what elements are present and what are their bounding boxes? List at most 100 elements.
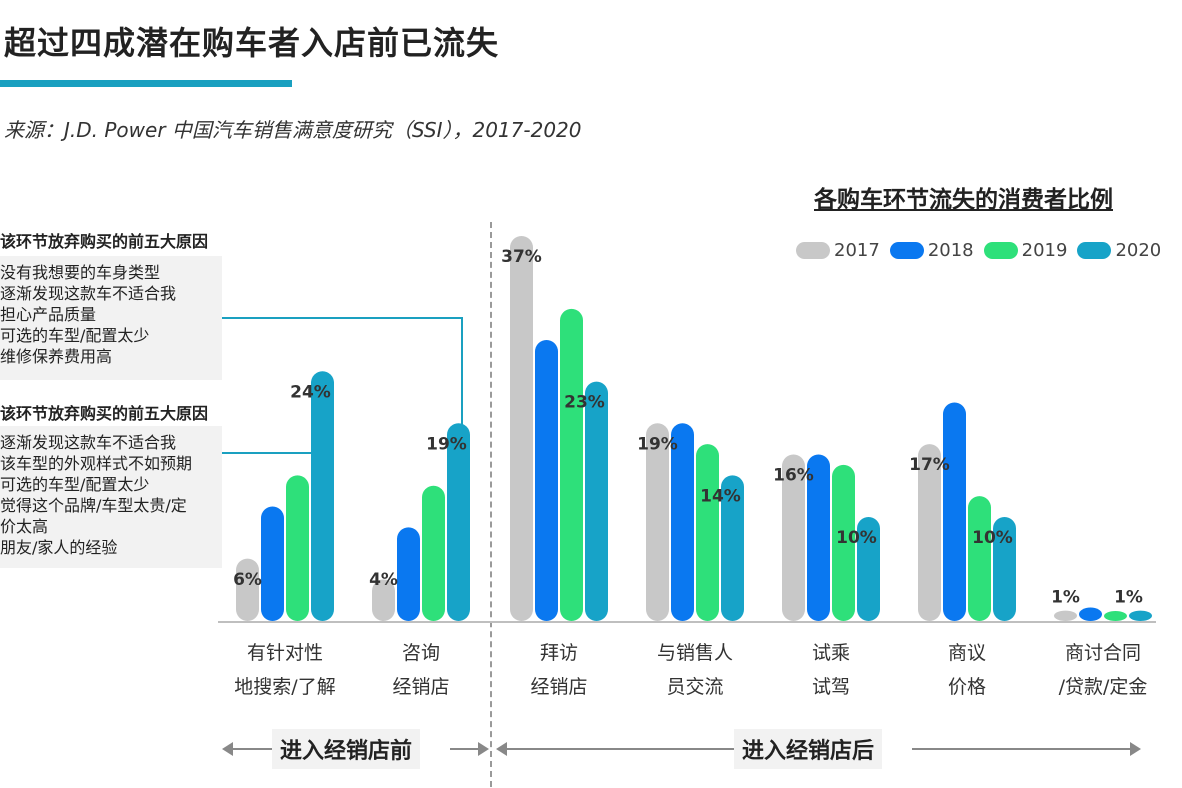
data-label: 6% [233,570,262,590]
category-label-5: 商议 价格 [892,636,1042,704]
connector-line-bottom-horizontal [222,452,312,454]
reason-item: 可选的车型/配置太少 [0,326,150,345]
source-note: 来源：J.D. Power 中国汽车销售满意度研究（SSI），2017-2020 [4,118,582,142]
bar-2020-cat-2 [585,381,608,621]
reason-item: 朋友/家人的经验 [0,538,118,557]
bar-2019-cat-2 [560,308,583,621]
section-label-after: 进入经销店后 [734,729,883,769]
reason-item: 该车型的外观样式不如预期 [0,454,193,473]
category-label-4: 试乘 试驾 [756,636,906,704]
category-label-line: 商议 [947,642,986,664]
data-label: 4% [369,570,398,590]
bar-2020-cat-4 [857,516,880,621]
category-label-line: 与销售人 [656,642,733,664]
data-label: 17% [909,455,950,475]
legend-label-3: 2020 [1115,240,1162,261]
category-label-line: 员交流 [666,676,724,698]
bar-2019-cat-1 [422,485,445,621]
category-label-line: 拜访 [539,642,578,664]
category-label-line: 经销店 [392,676,450,698]
section-label-before: 进入经销店前 [272,729,421,769]
connector-line-top-vertical [461,317,463,429]
bar-2018-cat-3 [671,423,694,621]
category-label-line: 咨询 [401,642,440,664]
category-label-line: 价格 [947,676,986,698]
bar-2018-cat-2 [535,340,558,621]
category-label-line: /贷款/定金 [1058,676,1148,698]
reason-heading-2: 该环节放弃购买的前五大原因 [0,404,209,423]
category-label-6: 商讨合同/贷款/定金 [1028,636,1178,704]
bar-2019-cat-5 [968,496,991,621]
bar-2017-cat-3 [646,423,669,621]
reason-item: 逐渐发现这款车不适合我 [0,284,177,303]
bar-2017-cat-0 [236,558,259,621]
reason-item: 价太高 [0,517,49,536]
legend-label-1: 2018 [927,240,974,261]
bar-2018-cat-5 [943,402,966,621]
reason-item: 觉得这个品牌/车型太贵/定 [0,496,187,515]
legend-swatch-3 [1077,242,1112,259]
legend-swatch-1 [889,242,924,259]
data-label: 10% [972,528,1013,548]
data-label: 24% [290,382,331,402]
category-label-line: 经销店 [530,676,588,698]
reason-heading-1: 该环节放弃购买的前五大原因 [0,232,209,251]
data-label: 10% [836,528,877,548]
bar-2018-cat-0 [261,506,284,621]
category-label-line: 试乘 [811,642,850,664]
bar-2017-cat-1 [372,579,395,621]
bar-2017-cat-6 [1054,610,1077,621]
bar-2020-cat-5 [993,516,1016,621]
legend-item-1: 2018 [889,240,974,261]
bar-2017-cat-4 [782,454,805,621]
before-arrow-left-shaft [232,748,272,750]
reason-item: 担心产品质量 [0,305,97,324]
data-label: 37% [501,247,542,267]
page-title: 超过四成潜在购车者入店前已流失 [4,24,500,62]
bar-2018-cat-6 [1079,607,1102,621]
bar-2020-cat-6 [1129,610,1152,621]
before-arrow-right-head [478,742,489,756]
category-label-line: 地搜索/了解 [234,676,336,698]
bar-2020-cat-1 [447,423,470,621]
bar-2019-cat-3 [696,444,719,621]
legend-swatch-2 [983,242,1018,259]
bar-2017-cat-2 [510,236,533,621]
category-label-2: 拜访 经销店 [484,636,634,704]
reason-box-2: 逐渐发现这款车不适合我 该车型的外观样式不如预期 可选的车型/配置太少 觉得这个… [0,426,222,568]
data-label: 19% [426,434,467,454]
data-label: 16% [773,466,814,486]
reason-item: 维修保养费用高 [0,347,113,366]
connector-line-top-horizontal [222,317,462,319]
bar-2018-cat-4 [807,454,830,621]
chart-title: 各购车环节流失的消费者比例 [814,187,1113,213]
bar-2019-cat-0 [286,475,309,621]
title-underline-bar [0,80,292,87]
after-arrow-left-shaft [506,748,734,750]
bar-2018-cat-1 [397,527,420,621]
after-arrow-right-head [1130,742,1141,756]
data-label: 1% [1114,588,1143,608]
legend-swatch-0 [796,242,830,259]
category-label-1: 咨询 经销店 [346,636,496,704]
before-arrow-left-head [222,742,233,756]
category-label-0: 有针对性地搜索/了解 [210,636,360,704]
bar-2019-cat-6 [1104,611,1127,621]
data-label: 14% [700,486,741,506]
bar-2020-cat-0 [311,371,334,621]
x-axis-line [218,621,1156,623]
legend-item-3: 2020 [1077,240,1161,261]
before-arrow-right-shaft [450,748,480,750]
data-label: 19% [637,434,678,454]
after-arrow-left-head [496,742,507,756]
chart-legend: 2017 2018 2019 2020 [796,240,1161,261]
category-label-line: 试驾 [811,676,850,698]
legend-item-0: 2017 [796,240,880,261]
reason-item: 没有我想要的车身类型 [0,263,161,282]
data-label: 1% [1051,588,1080,608]
category-label-line: 有针对性 [246,642,323,664]
legend-label-0: 2017 [834,240,880,261]
legend-item-2: 2019 [983,240,1067,261]
reason-item: 逐渐发现这款车不适合我 [0,433,177,452]
